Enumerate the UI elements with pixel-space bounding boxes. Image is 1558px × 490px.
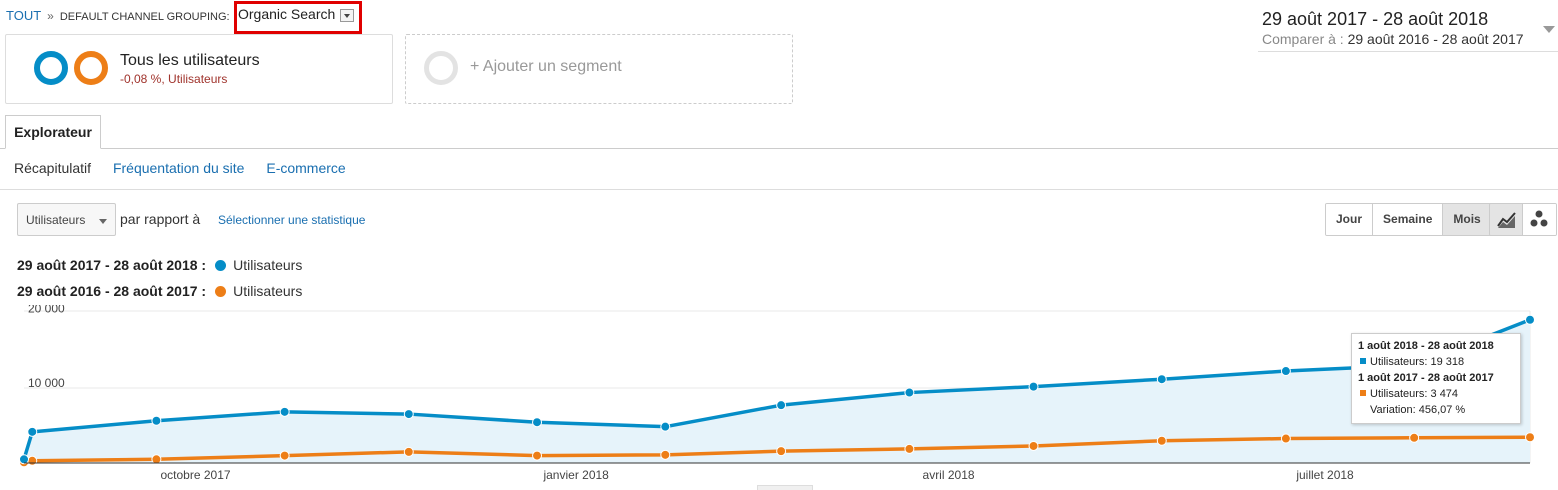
add-segment-label: + Ajouter un segment (470, 58, 622, 75)
series-current-point[interactable] (1525, 314, 1535, 325)
series-previous-point[interactable] (1525, 432, 1535, 443)
subnav-frequentation[interactable]: Fréquentation du site (112, 160, 245, 176)
legend-previous-range: 29 août 2016 - 28 août 2017 : (17, 283, 207, 299)
line-chart-button[interactable] (1490, 204, 1523, 235)
chevron-down-icon[interactable] (340, 9, 354, 22)
tooltip-previous-range: 1 août 2017 - 28 août 2017 (1358, 372, 1494, 384)
series-previous-point[interactable] (1028, 440, 1039, 451)
series-previous-point[interactable] (403, 446, 414, 457)
segment-ring-orange-icon (74, 51, 108, 85)
tooltip-current-range: 1 août 2018 - 28 août 2018 (1358, 340, 1494, 352)
series-previous-point[interactable] (660, 449, 671, 460)
period-week-button[interactable]: Semaine (1373, 204, 1444, 235)
metric-select[interactable]: Utilisateurs (17, 203, 116, 236)
chart-tooltip: 1 août 2018 - 28 août 2018 Utilisateurs:… (1351, 333, 1521, 424)
series-previous-point[interactable] (532, 450, 543, 461)
x-tick-label: octobre 2017 (161, 468, 231, 482)
tooltip-variation: Variation: 456,07 % (1370, 404, 1466, 416)
series-current-point[interactable] (27, 426, 38, 437)
tooltip-current-value: Utilisateurs: 19 318 (1370, 356, 1465, 368)
series-current-point[interactable] (403, 409, 414, 420)
period-day-button[interactable]: Jour (1326, 204, 1374, 235)
y-tick-label: 10 000 (28, 376, 65, 390)
segment-title: Tous les utilisateurs (120, 52, 260, 69)
legend-previous: 29 août 2016 - 28 août 2017 : Utilisateur… (17, 283, 302, 299)
date-range-chevron-icon[interactable] (1543, 26, 1555, 33)
chart-type-buttons (1489, 203, 1557, 236)
series-previous-point[interactable] (1156, 435, 1167, 446)
breadcrumb-dimension: DEFAULT CHANNEL GROUPING: (59, 11, 230, 23)
date-range-divider (1258, 51, 1558, 52)
channel-grouping-value[interactable]: Organic Search (238, 6, 336, 22)
select-metric-link[interactable]: Sélectionner une statistique (218, 213, 366, 227)
period-buttons: Jour Semaine Mois (1325, 203, 1492, 236)
date-range-current[interactable]: 29 août 2017 - 28 août 2018 (1262, 9, 1489, 29)
tooltip-blue-square-icon (1360, 358, 1366, 364)
tab-explorateur[interactable]: Explorateur (5, 115, 101, 149)
legend-dot-orange-icon (215, 286, 227, 297)
legend-current-range: 29 août 2017 - 28 août 2018 : (17, 257, 207, 273)
date-range-compare[interactable]: Comparer à : 29 août 2016 - 28 août 2017 (1262, 31, 1524, 47)
segment-change: -0,08 %, Utilisateurs (120, 72, 228, 86)
subnav-ecommerce[interactable]: E-commerce (266, 160, 346, 176)
series-current-point[interactable] (279, 406, 290, 417)
series-current-point[interactable] (660, 421, 671, 432)
series-current-point[interactable] (904, 387, 915, 398)
x-tick-label: janvier 2018 (542, 468, 609, 482)
legend-current: 29 août 2017 - 28 août 2018 : Utilisateur… (17, 257, 302, 273)
series-current-point[interactable] (776, 400, 787, 411)
line-chart-icon (1497, 212, 1516, 228)
tooltip-previous-value: Utilisateurs: 3 474 (1370, 388, 1459, 400)
series-current-point[interactable] (532, 417, 543, 428)
users-line-chart: 10 000 20 000 octobre 2017 janvier 2018 avr… (19, 305, 1535, 482)
bubble-chart-icon (1530, 210, 1548, 227)
series-current-point[interactable] (1156, 374, 1167, 385)
series-previous-point[interactable] (776, 446, 787, 457)
legend-dot-blue-icon (215, 260, 227, 271)
versus-label: par rapport à (120, 211, 201, 227)
period-month-button[interactable]: Mois (1443, 204, 1491, 235)
compare-range: 29 août 2016 - 28 août 2017 (1347, 31, 1524, 47)
breadcrumb: TOUT » DEFAULT CHANNEL GROUPING: (6, 8, 230, 23)
compare-label: Comparer à : (1262, 31, 1344, 47)
segment-ring-blue-icon (34, 51, 68, 85)
segment-all-users[interactable]: Tous les utilisateurs -0,08 %, Utilisate… (5, 34, 393, 104)
series-current-line (22, 318, 1531, 460)
y-tick-label: 20 000 (28, 305, 65, 316)
breadcrumb-root-link[interactable]: TOUT (6, 8, 42, 23)
report-subnav: Récapitulatif Fréquentation du site E-co… (14, 160, 364, 176)
x-tick-label: juillet 2018 (1295, 468, 1354, 482)
legend-current-label: Utilisateurs (233, 257, 303, 273)
series-current-point[interactable] (1028, 381, 1039, 392)
series-previous-point[interactable] (904, 443, 915, 454)
subnav-divider (0, 189, 1558, 190)
tab-divider (0, 148, 1558, 149)
series-current-point[interactable] (151, 415, 162, 426)
tooltip-previous-row: Utilisateurs: 3 474 (1358, 386, 1514, 402)
series-current-point[interactable] (1280, 366, 1291, 377)
x-tick-label: avril 2018 (923, 468, 975, 482)
subnav-recapitulatif[interactable]: Récapitulatif (14, 160, 92, 176)
series-previous-point[interactable] (1280, 433, 1291, 444)
series-previous-point[interactable] (279, 450, 290, 461)
series-current-area (24, 319, 1530, 463)
segment-ring-empty-icon (424, 51, 458, 85)
scroll-handle[interactable] (757, 485, 813, 490)
series-previous-point[interactable] (1409, 432, 1420, 443)
motion-chart-button[interactable] (1523, 204, 1556, 235)
series-previous-line (23, 435, 1531, 464)
tooltip-current-row: Utilisateurs: 19 318 (1358, 354, 1514, 370)
series-previous-point[interactable] (27, 455, 38, 466)
series-current-point[interactable] (19, 454, 29, 465)
tooltip-orange-square-icon (1360, 390, 1366, 396)
series-previous-point[interactable] (151, 454, 162, 465)
legend-previous-label: Utilisateurs (233, 283, 303, 299)
highlight-box (234, 1, 362, 34)
add-segment-button[interactable]: + Ajouter un segment (405, 34, 793, 104)
breadcrumb-separator: » (47, 9, 54, 23)
